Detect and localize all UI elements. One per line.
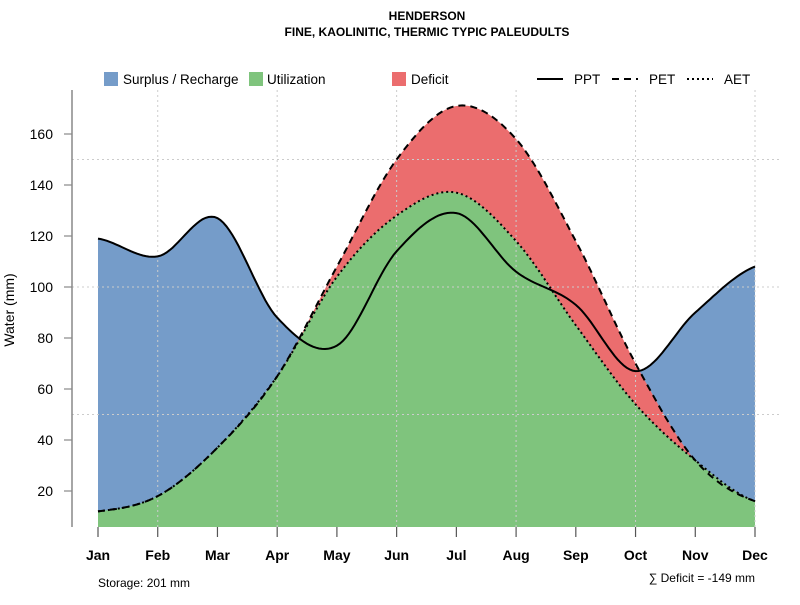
x-tick-label: May — [323, 547, 350, 563]
line-aet — [97, 190, 756, 513]
legend-label-surplus: Surplus / Recharge — [123, 72, 239, 87]
y-tick-label: 80 — [37, 330, 53, 346]
x-tick-label: Jun — [384, 547, 409, 563]
y-tick-label: 160 — [30, 126, 54, 142]
y-tick-label: 100 — [30, 279, 54, 295]
deficit-area — [98, 105, 755, 512]
legend-label-aet: AET — [724, 72, 750, 87]
x-tick-label: Jul — [446, 547, 466, 563]
y-axis-label: Water (mm) — [1, 273, 17, 346]
legend-label-pet: PET — [649, 72, 675, 87]
legend-swatch-deficit — [392, 72, 406, 86]
y-tick-label: 140 — [30, 177, 54, 193]
y-tick-label: 120 — [30, 228, 54, 244]
areas — [98, 105, 755, 527]
series-lines — [97, 104, 756, 513]
x-tick-label: Mar — [205, 547, 230, 563]
x-tick-label: Sep — [563, 547, 589, 563]
y-axis-ticks: 20 40 60 80 100 120 140 160 — [30, 126, 72, 499]
x-tick-label: Oct — [624, 547, 648, 563]
y-tick-label: 20 — [37, 483, 53, 499]
x-tick-label: Jan — [86, 547, 110, 563]
x-tick-label: Nov — [682, 547, 709, 563]
legend-label-ppt: PPT — [574, 72, 600, 87]
chart-subtitle: FINE, KAOLINITIC, THERMIC TYPIC PALEUDUL… — [285, 25, 570, 39]
x-tick-label: Feb — [145, 547, 170, 563]
deficit-sum-note: ∑ Deficit = -149 mm — [649, 571, 755, 585]
grid — [72, 90, 782, 527]
chart-title: HENDERSON — [389, 9, 466, 23]
legend-label-utilization: Utilization — [267, 72, 326, 87]
x-tick-label: Aug — [502, 547, 529, 563]
legend: Surplus / Recharge Utilization Deficit P… — [104, 72, 750, 87]
legend-swatch-utilization — [249, 72, 263, 86]
y-tick-label: 60 — [37, 381, 53, 397]
storage-note: Storage: 201 mm — [98, 576, 190, 590]
legend-label-deficit: Deficit — [411, 72, 449, 87]
line-ppt — [97, 211, 756, 373]
utilization-area — [98, 191, 755, 527]
x-tick-label: Dec — [742, 547, 768, 563]
y-tick-label: 40 — [37, 432, 53, 448]
legend-swatch-surplus — [104, 72, 118, 86]
x-tick-label: Apr — [265, 547, 290, 563]
x-axis-ticks: Jan Feb Mar Apr May Jun Jul Aug Sep Oct Nov Dec — [86, 527, 768, 563]
